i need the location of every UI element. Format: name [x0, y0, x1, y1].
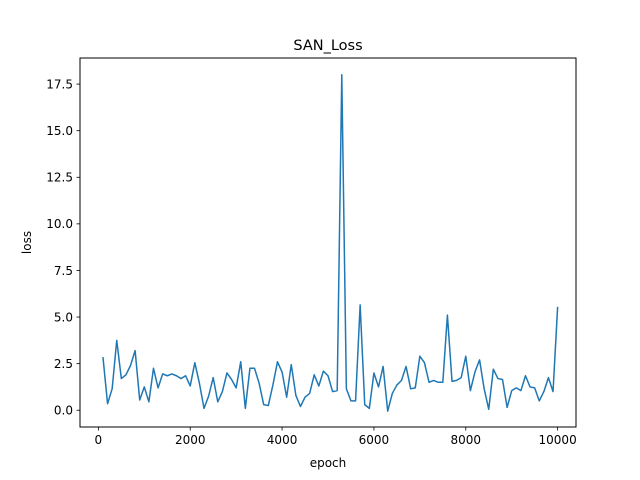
series-line-0: [102, 74, 559, 412]
y-tick-label: 15.0: [46, 124, 73, 138]
y-tick-label: 10.0: [46, 217, 73, 231]
chart-title: SAN_Loss: [293, 38, 362, 54]
y-tick-label: 17.5: [46, 77, 73, 91]
x-tick-label: 8000: [451, 433, 482, 447]
y-tick-label: 12.5: [46, 171, 73, 185]
y-tick-label: 5.0: [54, 310, 73, 324]
y-tick-label: 7.5: [54, 264, 73, 278]
x-tick-label: 2000: [175, 433, 206, 447]
x-axis-label: epoch: [310, 456, 347, 470]
x-tick-label: 6000: [359, 433, 390, 447]
plot-frame: [79, 57, 577, 428]
x-axis: 0 2000 4000 6000 8000 10000: [95, 427, 577, 447]
x-tick-label: 4000: [267, 433, 298, 447]
y-axis: 0.0 2.5 5.0 7.5 10.0 12.5 15.0 17.5: [46, 77, 80, 418]
y-axis-label: loss: [20, 231, 34, 254]
series-layer: [102, 74, 559, 412]
y-tick-label: 0.0: [54, 404, 73, 418]
x-tick-label: 0: [95, 433, 103, 447]
y-tick-label: 2.5: [54, 357, 73, 371]
x-tick-label: 10000: [539, 433, 577, 447]
